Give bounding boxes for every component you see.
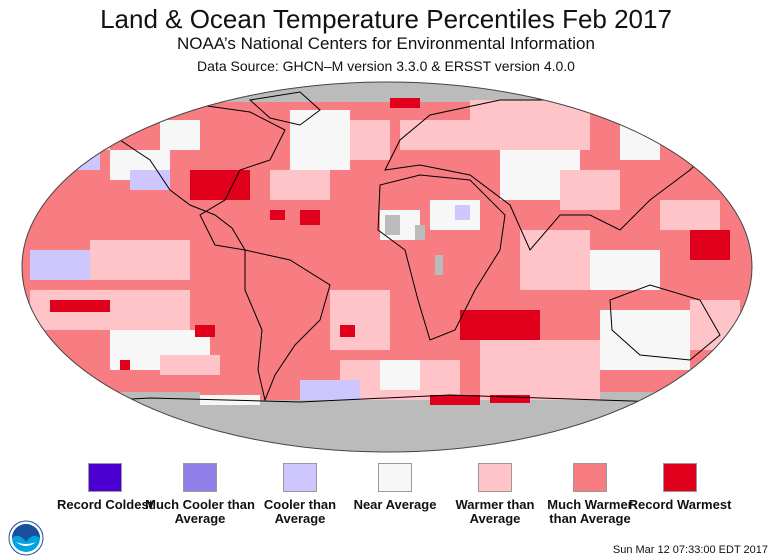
grid-cell xyxy=(430,395,480,405)
grid-cell xyxy=(90,240,190,280)
data-source: Data Source: GHCN–M version 3.3.0 & ERSS… xyxy=(197,58,575,74)
legend-swatch xyxy=(183,463,217,492)
grid-cell xyxy=(22,82,752,102)
legend-item: Much Cooler than Average xyxy=(145,463,255,526)
legend-label: Record Warmest xyxy=(628,497,732,512)
legend-item: Record Warmest xyxy=(625,463,735,512)
legend-item: Record Coldest xyxy=(50,463,160,512)
legend-swatch xyxy=(283,463,317,492)
legend-swatch xyxy=(663,463,697,492)
legend-label: Cooler than Average xyxy=(263,497,337,526)
grid-cell xyxy=(30,250,90,280)
legend-item: Near Average xyxy=(340,463,450,512)
grid-cell xyxy=(660,200,720,230)
grid-cell xyxy=(330,290,390,350)
grid-cell xyxy=(435,255,443,275)
figure-subtitle: NOAA’s National Centers for Environmenta… xyxy=(177,34,595,53)
grid-cell xyxy=(300,380,360,400)
grid-cell xyxy=(690,230,730,260)
grid-cell xyxy=(160,120,200,150)
grid-cell xyxy=(390,98,420,108)
noaa-logo xyxy=(8,520,44,556)
legend-swatch xyxy=(88,463,122,492)
grid-cell xyxy=(340,325,355,337)
legend-label: Near Average xyxy=(353,497,437,512)
grid-cell xyxy=(610,340,630,355)
grid-cell xyxy=(30,110,110,150)
grid-cell xyxy=(210,175,230,195)
legend-label: Much Cooler than Average xyxy=(145,497,255,526)
grid-cell xyxy=(270,210,285,220)
grid-cell xyxy=(480,340,600,400)
grid-cell xyxy=(22,400,752,452)
grid-cell xyxy=(290,110,350,170)
legend-swatch xyxy=(378,463,412,492)
grid-cell xyxy=(300,210,320,225)
grid-cell xyxy=(470,100,590,150)
timestamp: Sun Mar 12 07:33:00 EDT 2017 xyxy=(612,544,768,556)
grid-cell xyxy=(520,230,590,290)
legend-swatch xyxy=(573,463,607,492)
legend-item: Cooler than Average xyxy=(245,463,355,526)
grid-cell xyxy=(350,120,390,160)
grid-cell xyxy=(22,392,200,404)
grid-cell xyxy=(380,360,420,390)
legend-swatch xyxy=(478,463,512,492)
legend-label: Much Warmer than Average xyxy=(547,497,633,526)
grid-cell xyxy=(195,325,215,337)
grid-cell xyxy=(560,170,620,210)
grid-cell xyxy=(480,320,540,335)
grid-cell xyxy=(455,205,470,220)
grid-cell xyxy=(120,360,130,370)
grid-cell xyxy=(50,300,110,312)
grid-cell xyxy=(620,120,660,160)
grid-cell xyxy=(590,250,660,290)
grid-cell xyxy=(270,170,330,200)
grid-cell xyxy=(160,355,220,375)
grid-cell xyxy=(130,170,170,190)
legend-item: Warmer than Average xyxy=(440,463,550,526)
grid-cell xyxy=(690,300,740,350)
grid-cell xyxy=(415,225,425,240)
figure-title: Land & Ocean Temperature Percentiles Feb… xyxy=(100,4,672,34)
legend-label: Record Coldest xyxy=(56,497,154,512)
grid-cell xyxy=(490,395,530,403)
percentile-grid xyxy=(22,82,752,452)
grid-cell xyxy=(385,215,400,235)
legend-label: Warmer than Average xyxy=(455,497,535,526)
map-border xyxy=(21,81,753,453)
legend-item: Much Warmer than Average xyxy=(535,463,645,526)
